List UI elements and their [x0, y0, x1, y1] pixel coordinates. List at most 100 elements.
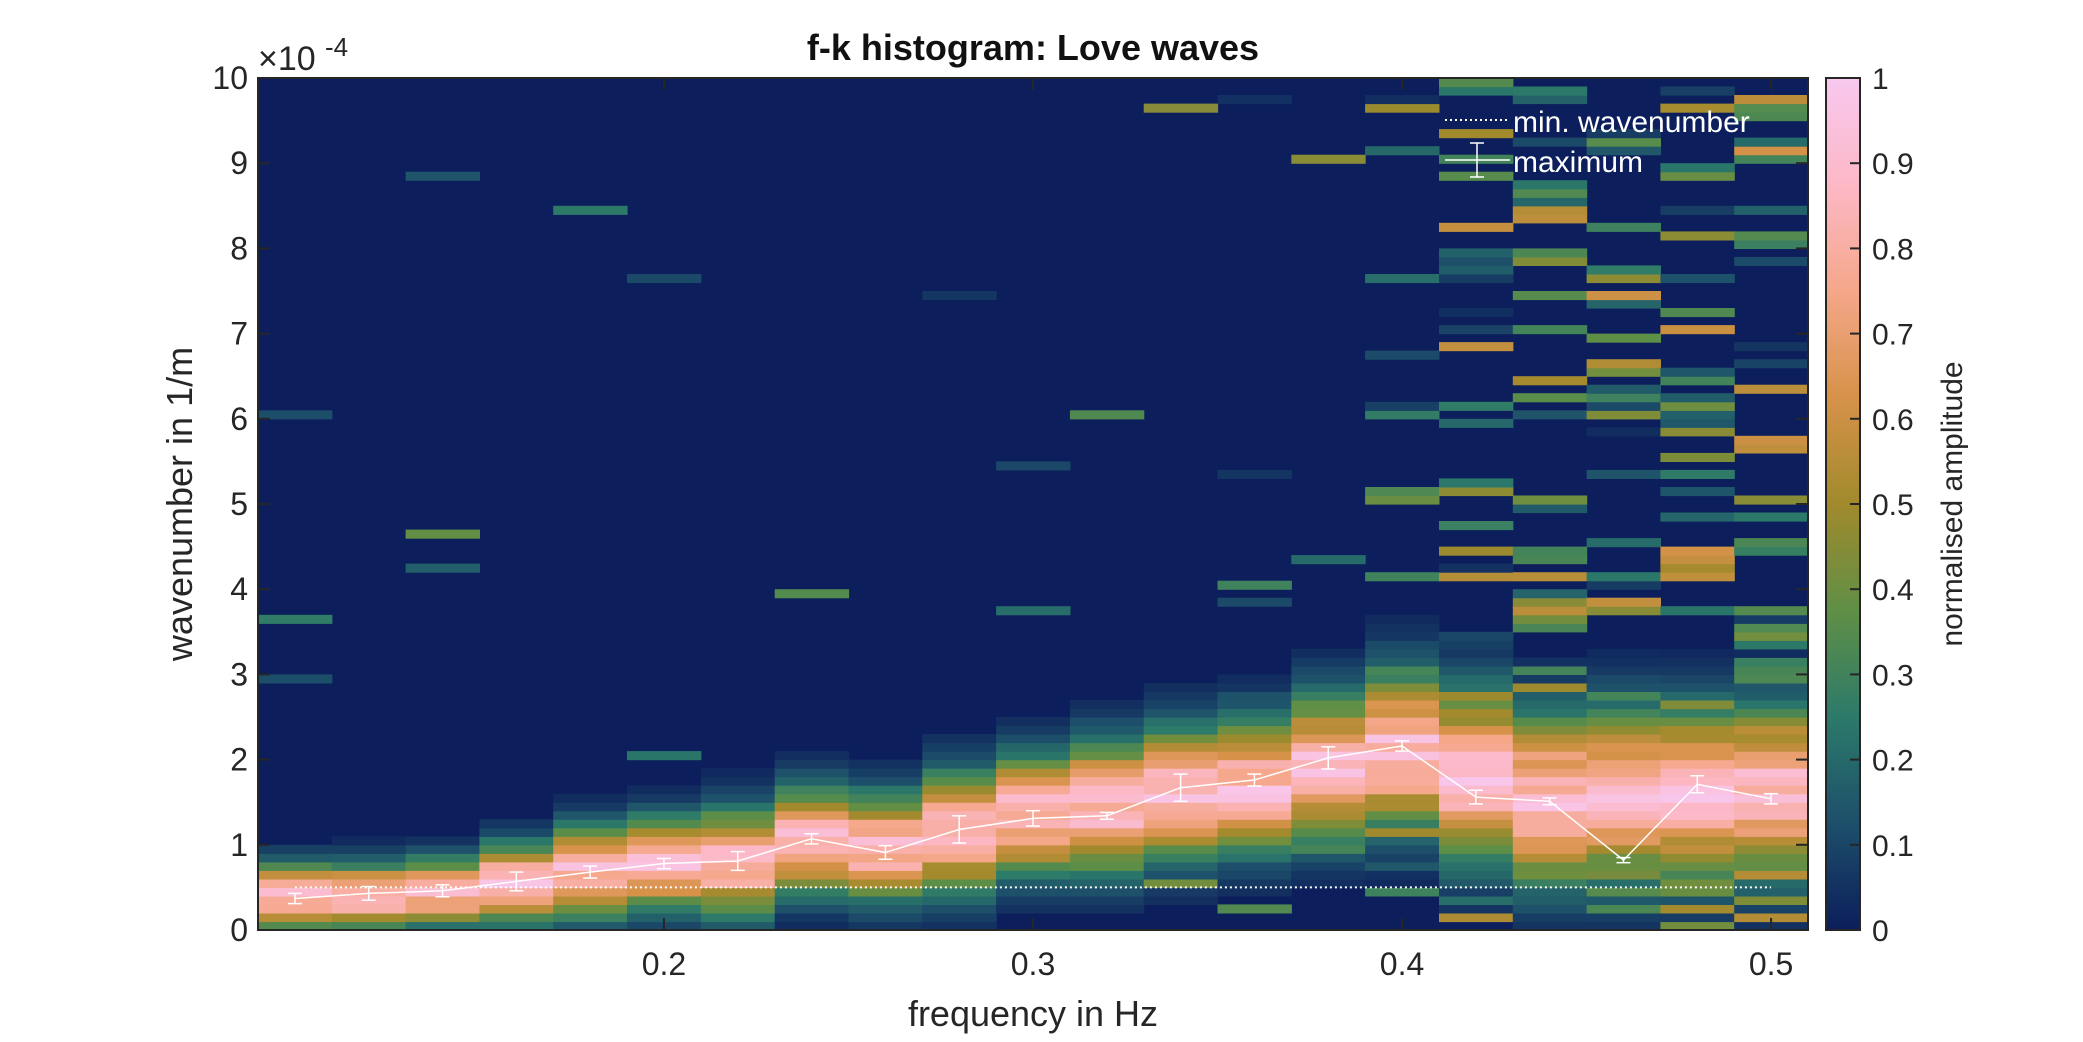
heatmap-cell	[1365, 827, 1440, 837]
heatmap-cell	[1439, 717, 1514, 727]
heatmap-cell	[1143, 836, 1219, 846]
heatmap-cell	[1365, 717, 1440, 727]
heatmap-cell	[1069, 768, 1145, 778]
heatmap-cell	[1291, 665, 1366, 675]
heatmap-cell	[1365, 700, 1440, 710]
heatmap-cell	[1660, 674, 1735, 684]
heatmap-cell	[1439, 478, 1514, 488]
heatmap-cell	[405, 844, 480, 854]
heatmap-cell	[996, 802, 1071, 812]
heatmap-cell	[1586, 410, 1661, 420]
heatmap-cell	[1365, 274, 1440, 284]
heatmap-cell	[1660, 401, 1735, 411]
heatmap-cell	[1291, 827, 1366, 837]
heatmap-cell	[627, 836, 702, 846]
heatmap-cell	[479, 827, 554, 837]
heatmap-cell	[1734, 623, 1808, 633]
heatmap-cell	[848, 921, 923, 930]
heatmap-cell	[1660, 376, 1735, 386]
heatmap-cell	[922, 793, 997, 803]
heatmap-cell	[1734, 708, 1808, 718]
heatmap-cell	[1439, 870, 1514, 880]
heatmap-cell	[1660, 606, 1735, 616]
maximum-errorbar	[509, 871, 524, 892]
heatmap-cell	[848, 904, 923, 914]
heatmap-cell	[922, 870, 997, 880]
heatmap-cell	[922, 785, 997, 795]
colorbar-tick-label: 0	[1872, 915, 1889, 948]
heatmap-cell	[1586, 768, 1661, 778]
heatmap-cell	[1512, 589, 1588, 599]
heatmap-cell	[922, 844, 997, 854]
colorbar-label: normalised amplitude	[1936, 361, 1969, 646]
heatmap-cell	[1660, 657, 1735, 667]
heatmap-cell	[1143, 870, 1219, 880]
heatmap-cell	[1217, 904, 1292, 914]
heatmap-cell	[1660, 648, 1735, 658]
maximum-errorbar	[804, 832, 819, 845]
heatmap-cell	[553, 810, 628, 820]
maximum-errorbar	[361, 885, 376, 901]
heatmap-cell	[996, 742, 1071, 752]
heatmap-cell	[1734, 606, 1808, 616]
heatmap-cell	[1439, 521, 1514, 531]
heatmap-cell	[1586, 785, 1661, 795]
heatmap-cell	[627, 827, 702, 837]
y-tick-label: 6	[230, 401, 248, 437]
heatmap-cell	[700, 904, 776, 914]
heatmap-cell	[1365, 95, 1440, 105]
heatmap-cell	[258, 674, 333, 684]
heatmap-cell	[1512, 708, 1588, 718]
heatmap-cell	[774, 751, 850, 761]
heatmap-cell	[1512, 861, 1588, 871]
y-tick-label: 3	[230, 656, 248, 692]
heatmap-cell	[1439, 904, 1514, 914]
heatmap-cell	[405, 895, 480, 905]
heatmap-cell	[1734, 717, 1808, 727]
heatmap-cell	[922, 904, 997, 914]
heatmap-cell	[331, 861, 407, 871]
heatmap-cell	[1660, 103, 1735, 113]
heatmap-cell	[1439, 844, 1514, 854]
heatmap-cell	[1660, 86, 1735, 96]
heatmap-cell	[331, 836, 407, 846]
heatmap-cell	[1512, 504, 1588, 514]
heatmap-cell	[774, 921, 850, 930]
heatmap-cell	[1439, 325, 1514, 335]
heatmap-cell	[1586, 367, 1661, 377]
heatmap-cell	[1586, 606, 1661, 616]
heatmap-cell	[1439, 78, 1514, 88]
heatmap-cell	[1143, 103, 1219, 113]
heatmap-cell	[848, 810, 923, 820]
heatmap-cell	[1217, 759, 1292, 769]
heatmap-cell	[1069, 836, 1145, 846]
heatmap-cell	[1734, 648, 1808, 658]
x-tick-label: 0.5	[1749, 946, 1793, 982]
heatmap-cell	[774, 776, 850, 786]
heatmap-cell	[996, 878, 1071, 888]
heatmap-cell	[479, 904, 554, 914]
plot-area	[257, 77, 1809, 931]
heatmap-cell	[1439, 802, 1514, 812]
heatmap-cell	[1512, 188, 1588, 198]
heatmap-cell	[922, 878, 997, 888]
y-tick-label: 2	[230, 742, 248, 778]
heatmap-cell	[405, 870, 480, 880]
heatmap-cell	[1069, 410, 1145, 420]
heatmap-cell	[1586, 333, 1661, 343]
heatmap-cell	[627, 913, 702, 923]
heatmap-cell	[1365, 725, 1440, 735]
heatmap-cell	[1291, 836, 1366, 846]
heatmap-cell	[1586, 742, 1661, 752]
heatmap-cell	[553, 887, 628, 897]
heatmap-cell	[1512, 95, 1588, 105]
heatmap-cell	[1512, 180, 1588, 190]
heatmap-cell	[479, 836, 554, 846]
legend-label-min-wavenumber: min. wavenumber	[1513, 106, 1750, 139]
y-tick-label: 8	[230, 230, 248, 266]
heatmap-cell	[848, 759, 923, 769]
heatmap-cell	[1660, 904, 1735, 914]
heatmap-cell	[1512, 682, 1588, 692]
heatmap-cell	[1660, 487, 1735, 497]
colorbar-tick-label: 0.6	[1872, 404, 1914, 437]
